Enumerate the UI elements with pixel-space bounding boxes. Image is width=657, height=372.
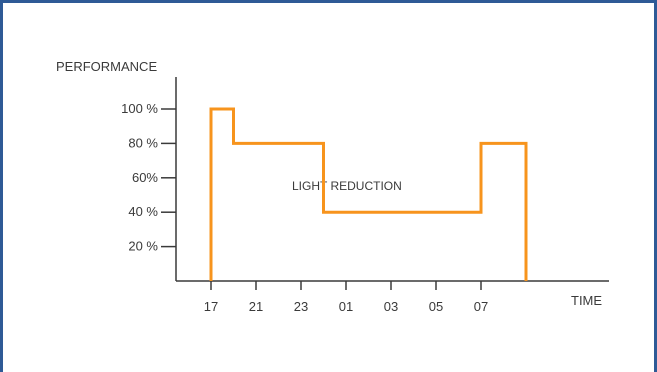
y-tick-label: 100 % (121, 101, 158, 116)
x-tick-label: 23 (294, 299, 308, 314)
x-tick-label: 17 (204, 299, 218, 314)
x-tick-label: 03 (384, 299, 398, 314)
y-tick-label: 40 % (128, 204, 158, 219)
x-tick-label: 05 (429, 299, 443, 314)
x-axis-title: TIME (571, 293, 602, 308)
y-tick-label: 60% (132, 170, 158, 185)
y-tick-label: 20 % (128, 239, 158, 254)
annotation-light-reduction: LIGHT REDUCTION (292, 179, 402, 193)
x-tick-label: 01 (339, 299, 353, 314)
performance-step-line (209, 107, 528, 281)
y-tick-label: 80 % (128, 135, 158, 150)
x-tick-label: 21 (249, 299, 263, 314)
y-axis-title: PERFORMANCE (56, 59, 157, 74)
x-tick-label: 07 (474, 299, 488, 314)
